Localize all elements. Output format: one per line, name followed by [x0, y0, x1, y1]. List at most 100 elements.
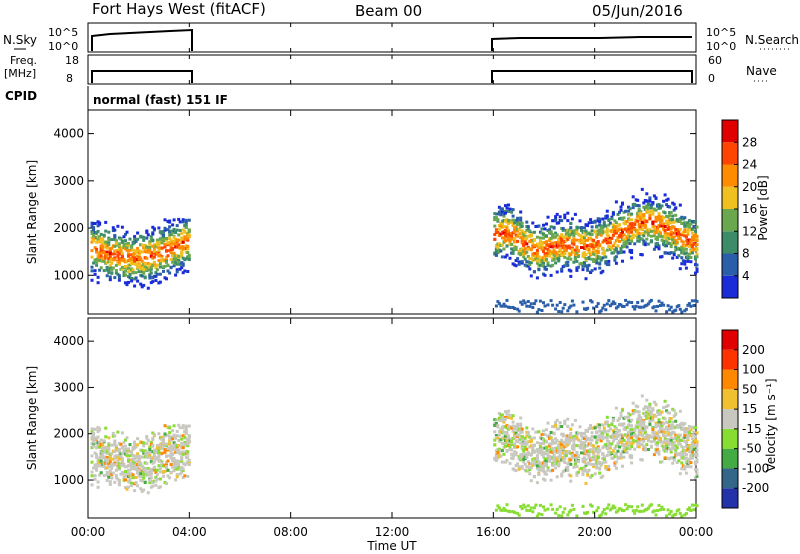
velocity-cell	[497, 506, 501, 510]
velocity-cell	[690, 425, 694, 429]
power-cell	[184, 218, 188, 222]
power-cell	[595, 305, 599, 308]
power-cell	[572, 237, 576, 241]
velocity-cell	[532, 506, 536, 510]
power-cell	[113, 234, 117, 237]
velocity-cell	[128, 443, 132, 447]
power-cell	[151, 251, 155, 255]
velocity-cell	[531, 457, 535, 461]
velocity-cell	[177, 463, 181, 467]
velocity-cell	[605, 453, 609, 457]
power-cell	[128, 244, 132, 248]
velocity-cell	[662, 422, 666, 426]
velocity-cell	[90, 427, 94, 431]
velocity-cell	[663, 439, 667, 443]
velocity-cell	[690, 437, 694, 441]
velocity-cell	[663, 441, 667, 445]
power-cell	[672, 235, 676, 239]
power-cell	[657, 244, 661, 248]
power-cell	[619, 249, 623, 253]
velocity-cell	[665, 425, 669, 429]
power-cell	[695, 239, 699, 243]
power-cell	[652, 231, 656, 235]
power-cell	[511, 214, 515, 218]
velocity-cell	[169, 456, 173, 460]
power-cell	[587, 221, 591, 225]
velocity-cell	[166, 468, 170, 472]
velocity-cell	[143, 461, 147, 465]
velocity-cell	[671, 420, 675, 424]
velocity-cell	[631, 412, 635, 416]
velocity-cell	[105, 449, 109, 453]
velocity-colorbar-frame	[721, 329, 739, 509]
velocity-cell	[117, 467, 121, 471]
power-cell	[543, 246, 547, 250]
power-cell	[624, 298, 628, 302]
velocity-cell	[613, 455, 617, 458]
velocity-cell	[537, 430, 541, 434]
velocity-cell	[107, 448, 111, 452]
velocity-cell	[133, 440, 137, 444]
velocity-cell	[500, 436, 504, 440]
power-cell	[181, 218, 185, 222]
velocity-cell	[168, 431, 172, 435]
power-cell	[145, 266, 149, 270]
velocity-cell	[684, 456, 688, 460]
power-cell	[598, 244, 602, 248]
velocity-cell	[630, 436, 634, 440]
power-cell	[581, 300, 585, 304]
power-cell	[551, 303, 555, 307]
power-cell	[127, 242, 130, 245]
velocity-cell	[517, 513, 521, 517]
velocity-cell	[500, 508, 504, 512]
power-cell	[181, 220, 185, 224]
power-cell	[636, 219, 640, 223]
power-cell	[523, 237, 527, 241]
velocity-cell	[567, 434, 571, 438]
power-cell	[177, 233, 181, 237]
power-cell	[649, 239, 653, 243]
power-cell	[656, 235, 659, 239]
velocity-cell	[695, 472, 699, 476]
power-cell	[183, 230, 187, 233]
power-cell	[500, 225, 504, 229]
velocity-cell	[516, 511, 520, 515]
power-cell	[110, 271, 114, 275]
velocity-cell	[499, 438, 503, 442]
power-cell	[162, 231, 165, 235]
velocity-cell	[114, 447, 118, 451]
velocity-cell	[117, 457, 121, 461]
velocity-cell	[683, 434, 687, 437]
power-cell	[120, 258, 124, 262]
power-cell	[614, 225, 618, 229]
power-cell	[684, 235, 688, 239]
velocity-cell	[669, 417, 673, 420]
power-cell	[99, 266, 103, 270]
velocity-cell	[107, 475, 111, 479]
power-cell	[683, 234, 687, 238]
velocity-cell	[149, 471, 153, 475]
velocity-cell	[601, 474, 605, 478]
velocity-cell	[683, 439, 687, 443]
velocity-cell	[607, 423, 611, 427]
power-cell	[563, 216, 567, 220]
power-cell	[599, 224, 603, 228]
velocity-cell	[630, 430, 634, 434]
power-cell	[174, 245, 178, 249]
power-cell	[535, 310, 539, 314]
velocity-cell	[690, 456, 694, 460]
velocity-cell	[695, 504, 699, 508]
velocity-cell	[668, 512, 672, 516]
nave-tick-bottom: 0	[708, 72, 715, 85]
power-cell	[122, 258, 126, 262]
power-cell	[149, 271, 153, 275]
velocity-cell	[637, 413, 641, 417]
velocity-cell	[538, 450, 542, 453]
power-cell	[592, 258, 596, 261]
power-cell	[605, 227, 609, 231]
power-cell	[523, 234, 527, 238]
velocity-cell	[605, 420, 609, 424]
power-cell	[157, 259, 161, 263]
velocity-cell	[128, 474, 132, 478]
power-cell	[608, 304, 612, 308]
